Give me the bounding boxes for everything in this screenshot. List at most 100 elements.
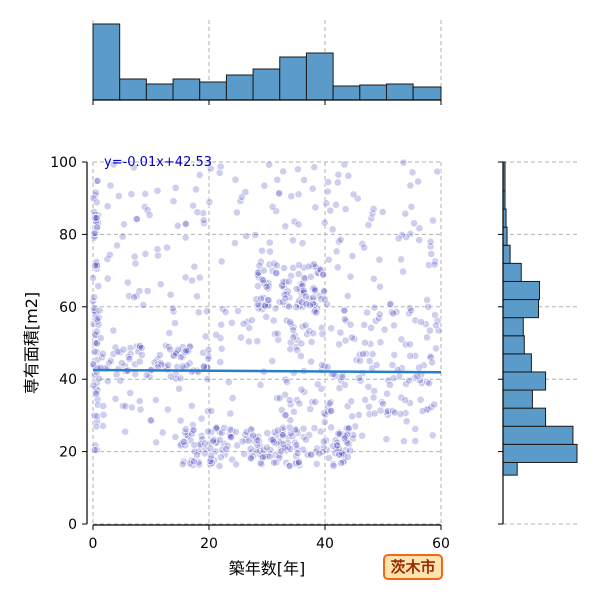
scatter-point — [174, 345, 182, 354]
scatter-point — [358, 431, 366, 440]
scatter-point — [117, 359, 126, 367]
scatter-point — [265, 238, 274, 247]
scatter-point — [197, 414, 206, 423]
scatter-point — [363, 308, 371, 317]
scatter-point — [199, 362, 208, 371]
scatter-point — [361, 395, 370, 404]
scatter-point — [423, 405, 431, 414]
scatter-point — [351, 422, 360, 431]
y-hist-bar — [502, 461, 518, 476]
scatter-point — [258, 246, 266, 255]
scatter-point — [430, 400, 439, 409]
scatter-point — [388, 361, 397, 369]
scatter-point — [109, 326, 118, 335]
x-hist-bar — [385, 83, 414, 101]
scatter-point — [96, 334, 105, 342]
scatter-point — [253, 337, 262, 346]
scatter-point — [238, 437, 247, 446]
scatter-point — [111, 394, 120, 403]
scatter-point — [299, 288, 308, 297]
scatter-point — [426, 242, 435, 251]
scatter-point — [226, 425, 235, 434]
scatter-point — [260, 181, 269, 190]
scatter-point — [246, 454, 255, 462]
scatter-point — [269, 458, 278, 467]
scatter-point — [423, 333, 431, 342]
scatter-point — [311, 203, 320, 212]
scatter-point — [384, 407, 393, 415]
scatter-point — [292, 303, 301, 312]
scatter-point — [288, 236, 297, 245]
scatter-point — [142, 371, 151, 380]
scatter-point — [278, 423, 287, 432]
scatter-point — [426, 237, 435, 246]
scatter-point — [281, 222, 290, 231]
scatter-point — [285, 396, 294, 404]
scatter-point — [399, 267, 407, 276]
scatter-point — [401, 209, 410, 218]
scatter-point — [155, 351, 164, 359]
scatter-point — [231, 175, 240, 184]
x-hist-bar — [359, 84, 387, 101]
y-hist-bar — [502, 407, 547, 427]
scatter-point — [298, 298, 306, 306]
scatter-point — [344, 424, 353, 433]
scatter-point — [121, 402, 130, 411]
x-hist-bar — [172, 78, 201, 101]
scatter-point — [294, 261, 303, 269]
scatter-point — [408, 168, 417, 177]
scatter-point — [283, 377, 291, 386]
scatter-point — [271, 304, 280, 313]
scatter-point — [406, 399, 414, 407]
scatter-point — [92, 339, 101, 348]
x-hist-bar — [252, 68, 281, 101]
scatter-point — [302, 292, 310, 301]
scatter-point — [201, 332, 210, 341]
scatter-point — [372, 360, 381, 369]
scatter-point — [274, 335, 283, 344]
scatter-point — [181, 233, 190, 242]
scatter-point — [350, 334, 359, 343]
scatter-point — [255, 261, 264, 270]
scatter-point — [322, 199, 331, 208]
scatter-point — [370, 409, 379, 418]
scatter-point — [171, 183, 180, 192]
scatter-point — [423, 295, 431, 304]
scatter-point — [315, 449, 324, 458]
scatter-point — [346, 272, 355, 281]
scatter-point — [265, 260, 274, 269]
scatter-point — [370, 387, 379, 395]
scatter-point — [236, 197, 245, 205]
scatter-point — [340, 160, 349, 169]
scatter-point — [130, 293, 138, 302]
scatter-point — [289, 333, 298, 342]
scatter-point — [92, 198, 101, 207]
x-tick-label: 20 — [200, 536, 218, 552]
scatter-point — [429, 216, 437, 225]
scatter-point — [367, 323, 375, 332]
scatter-point — [340, 315, 349, 324]
scatter-point — [325, 399, 334, 408]
scatter-point — [307, 450, 315, 459]
scatter-point — [274, 189, 283, 198]
scatter-point — [298, 281, 307, 290]
scatter-point — [427, 403, 436, 412]
scatter-point — [281, 375, 290, 384]
scatter-point — [242, 427, 251, 436]
scatter-point — [299, 286, 308, 295]
scatter-point — [323, 363, 332, 371]
scatter-point — [90, 446, 99, 454]
y-hist-bar — [502, 335, 525, 355]
scatter-point — [302, 435, 310, 444]
scatter-point — [239, 319, 248, 328]
scatter-point — [222, 445, 231, 453]
scatter-point — [99, 410, 108, 419]
scatter-point — [306, 405, 315, 413]
scatter-point — [246, 444, 255, 453]
scatter-point — [90, 229, 99, 237]
y-hist-bar — [502, 280, 540, 301]
scatter-point — [431, 310, 439, 319]
scatter-point — [92, 422, 101, 431]
scatter-point — [228, 394, 237, 402]
